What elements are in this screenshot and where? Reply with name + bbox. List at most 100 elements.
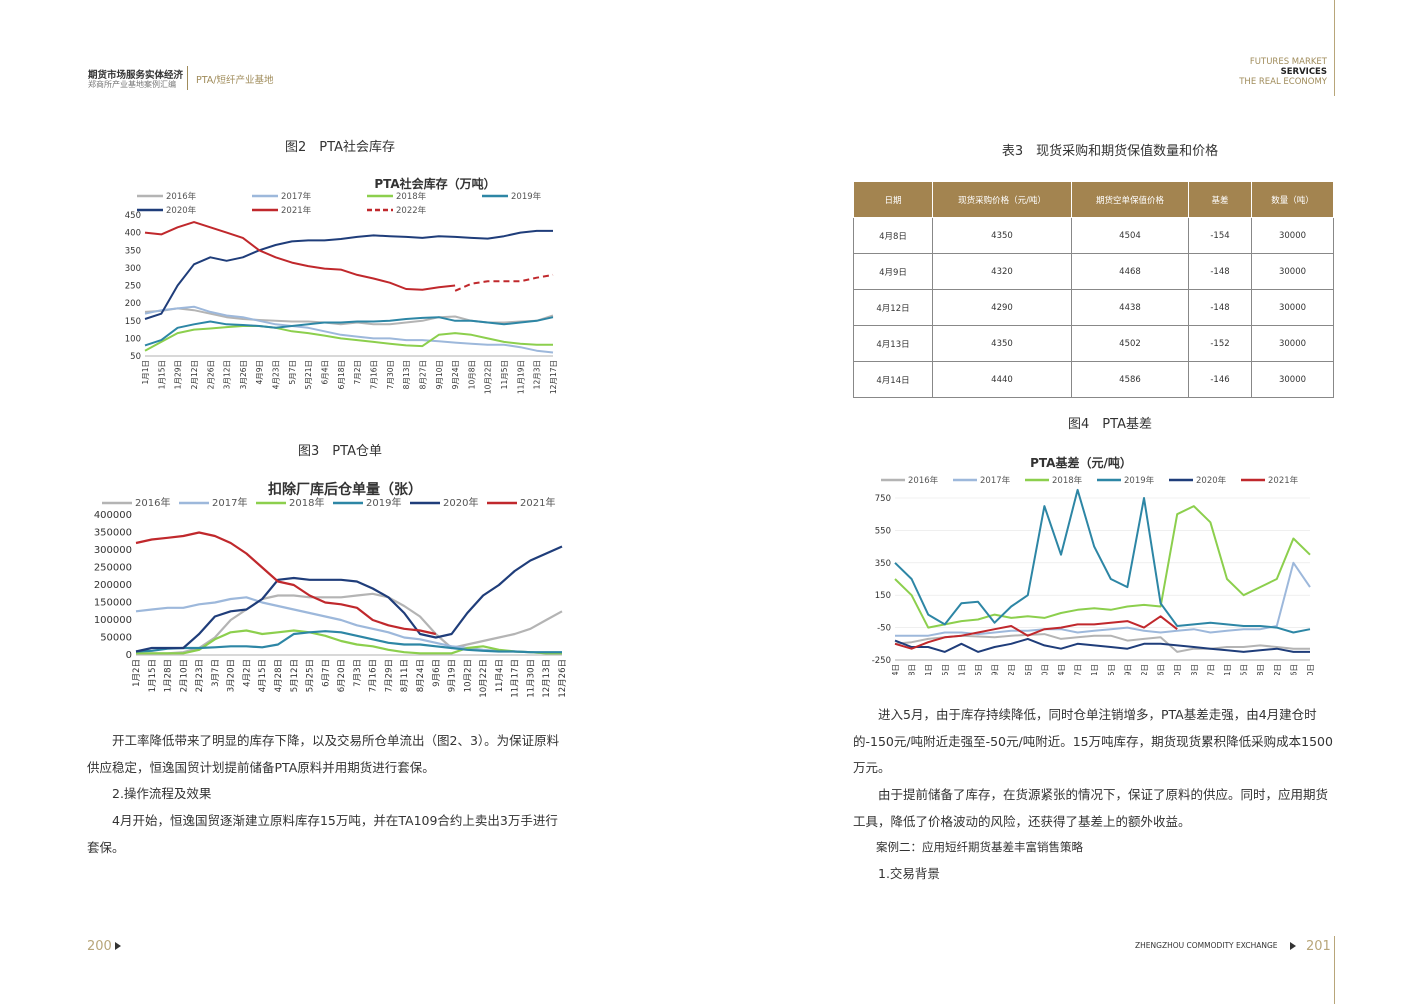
x-tick-label: 5月12日 [290, 659, 300, 692]
x-tick-label: 9月6日 [432, 659, 442, 687]
x-tick-label: 11月17日 [511, 659, 521, 698]
x-tick-label: 12月20日 [1306, 664, 1315, 675]
x-tick-label: 6月4日 [321, 360, 330, 385]
x-tick-label: 7月16日 [369, 360, 378, 389]
x-tick-label: 1月15日 [148, 659, 158, 692]
x-tick-label: 4月12日 [1007, 664, 1016, 675]
x-tick-label: 10月22日 [479, 659, 489, 698]
table3-header-spot-price: 现货采购价格（元/吨） [932, 181, 1072, 218]
series-line-2018年 [136, 629, 562, 655]
warrant-chart-title: 扣除厂库后仓单量（张） [268, 481, 422, 498]
y-tick-label: 750 [875, 494, 891, 504]
y-tick-label: 150 [125, 317, 141, 327]
x-tick-label: 12月26日 [558, 659, 568, 698]
x-tick-label: 6月20日 [337, 659, 347, 692]
table-row: 4月8日 4350 4504 -154 30000 [853, 217, 1334, 254]
series-line-2017年 [144, 305, 554, 354]
y-tick-label: 350 [875, 559, 891, 569]
legend-label: 2017年 [980, 475, 1011, 486]
x-tick-label: 10月22日 [484, 360, 493, 394]
legend-label: 2018年 [1052, 475, 1083, 486]
legend-label: 2017年 [212, 496, 247, 509]
legend-label: 2016年 [908, 475, 939, 486]
x-tick-label: 9月27日 [1206, 664, 1215, 675]
x-tick-label: 7月30日 [386, 360, 395, 389]
header-right-line2: SERVICES [1280, 67, 1327, 77]
series-line-2020年 [894, 637, 1310, 653]
legend-label: 2016年 [135, 496, 170, 509]
x-tick-label: 11月30日 [526, 659, 536, 698]
table-cell: 4月14日 [853, 361, 933, 398]
legend-label: 2021年 [1268, 475, 1299, 486]
x-tick-label: 3月26日 [239, 360, 248, 389]
series-line-2018年 [894, 505, 1311, 629]
x-tick-label: 6月7日 [321, 659, 331, 687]
page-number-right: 201 [1306, 939, 1331, 954]
x-tick-label: 1月2日 [132, 659, 142, 687]
x-tick-label: 1月28日 [164, 659, 174, 692]
legend-label: 2017年 [281, 191, 312, 202]
table-cell: 4504 [1071, 217, 1189, 254]
table-cell: 30000 [1251, 217, 1334, 254]
y-tick-label: 0 [126, 650, 132, 661]
x-tick-label: 2月26日 [206, 360, 215, 389]
series-line-2016年 [136, 592, 563, 655]
legend-label: 2020年 [166, 205, 197, 216]
x-tick-label: 3月15日 [974, 664, 983, 675]
right-subheading-background: 1.交易背景 [878, 866, 940, 881]
table3-header-basis: 基差 [1188, 181, 1252, 218]
table-cell: -148 [1188, 253, 1252, 290]
x-tick-label: 1月15日 [157, 360, 166, 389]
y-tick-label: 550 [875, 526, 891, 536]
header-section: PTA/短纤产业基地 [196, 75, 274, 86]
legend-label: 2020年 [1196, 475, 1227, 486]
x-tick-label: 4月2日 [242, 659, 252, 687]
table-cell: 4502 [1071, 325, 1189, 362]
x-tick-label: 8月13日 [402, 360, 411, 389]
legend-label: 2021年 [520, 496, 555, 509]
x-tick-label: 8月27日 [418, 360, 427, 389]
y-tick-label: 350000 [94, 528, 132, 539]
table-cell: 4月13日 [853, 325, 933, 362]
x-tick-label: 8月24日 [416, 659, 426, 692]
table-cell: 30000 [1251, 289, 1334, 326]
x-tick-label: 6月21日 [1090, 664, 1099, 675]
series-line-2022年 [454, 273, 554, 292]
series-line-2019年 [135, 630, 562, 654]
table3-header-quantity: 数量（吨） [1251, 181, 1334, 218]
x-tick-label: 2月1日 [924, 664, 933, 675]
table3: 日期 现货采购价格（元/吨） 期货空单保值价格 基差 数量（吨） 4月8日 43… [853, 181, 1334, 398]
y-tick-label: 100000 [94, 615, 132, 626]
x-tick-label: 5月25日 [306, 659, 316, 692]
right-paragraph-2: 由于提前储备了库存，在货源紧张的情况下，保证了原料的供应。同时，应用期货工具，降… [853, 787, 1329, 829]
table-cell: 4350 [932, 325, 1072, 362]
header-left-title: 期货市场服务实体经济 [88, 70, 184, 81]
x-tick-label: 12月3日 [533, 360, 542, 389]
x-tick-label: 2月15日 [941, 664, 950, 675]
x-tick-label: 1月1日 [141, 360, 150, 385]
legend-label: 2022年 [396, 205, 427, 216]
x-tick-label: 4月15日 [258, 659, 268, 692]
x-tick-label: 5月7日 [288, 360, 297, 385]
y-tick-label: 300 [125, 264, 141, 274]
x-tick-label: 2月23日 [195, 659, 205, 692]
table-cell: 4月8日 [853, 217, 933, 254]
x-tick-label: 3月12日 [223, 360, 232, 389]
right-margin-line-top [1334, 0, 1335, 96]
x-tick-label: 5月24日 [1057, 664, 1066, 675]
x-tick-label: 3月29日 [991, 664, 1000, 675]
footer-exchange-name: ZHENGZHOU COMMODITY EXCHANGE [1135, 941, 1278, 950]
table3-caption: 表3 现货采购和期货保值数量和价格 [1001, 144, 1219, 159]
table-cell: -154 [1188, 217, 1252, 254]
y-tick-label: 350 [125, 246, 141, 256]
x-tick-label: 7月5日 [1107, 664, 1116, 675]
table3-header-date: 日期 [853, 181, 933, 218]
case2-heading: 案例二：应用短纤期货基差丰富销售策略 [876, 840, 1083, 854]
table-cell: 4438 [1071, 289, 1189, 326]
x-tick-label: 1月4日 [891, 664, 900, 675]
table-cell: 4月9日 [853, 253, 933, 290]
y-tick-label: 300000 [94, 545, 132, 556]
table-row: 4月12日 4290 4438 -148 30000 [853, 289, 1334, 326]
x-tick-label: 10月11日 [1223, 664, 1232, 675]
right-margin-line-bottom [1334, 936, 1335, 1004]
